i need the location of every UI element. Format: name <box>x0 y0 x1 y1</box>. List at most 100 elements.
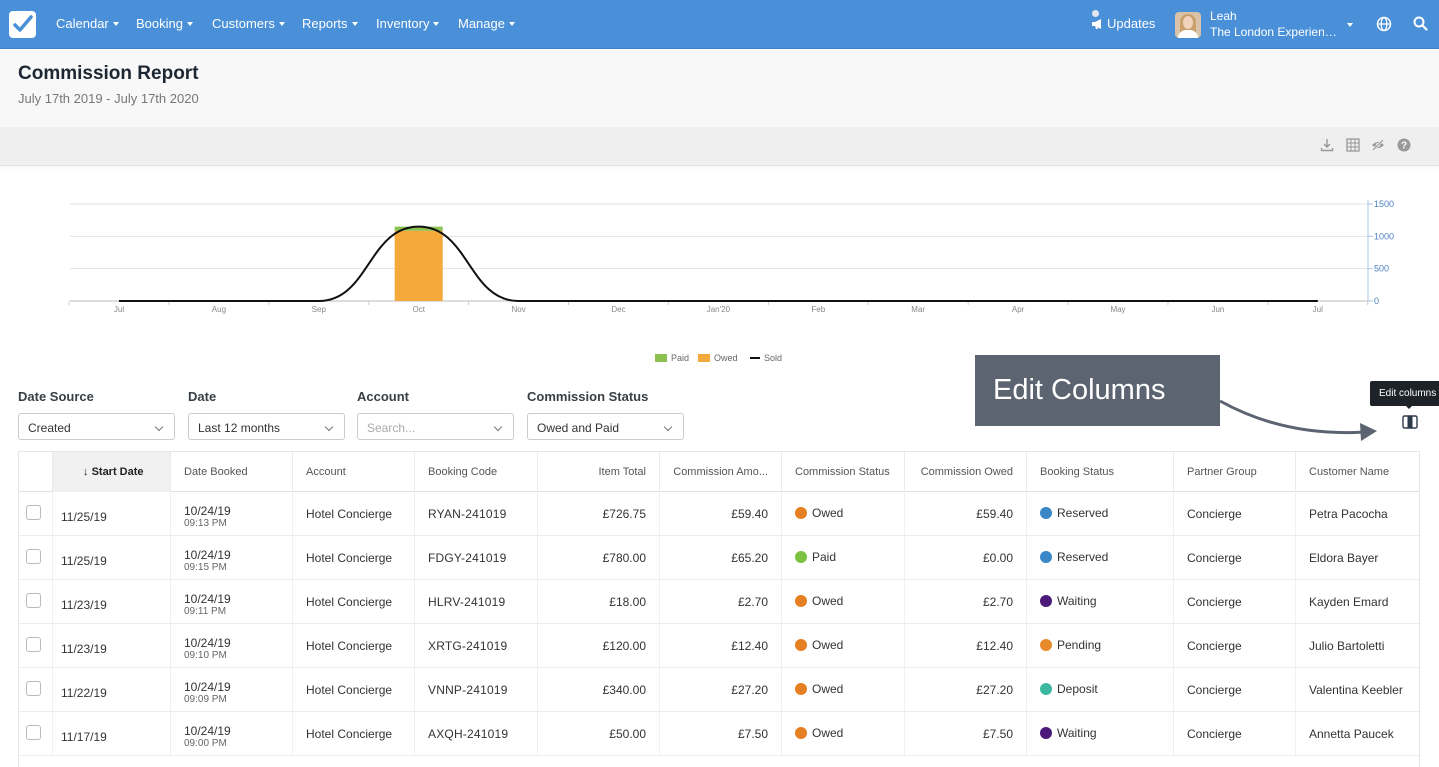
table-row[interactable]: 11/23/19 10/24/19 09:10 PM Hotel Concierge X… <box>19 624 1419 668</box>
column-label: Partner Group <box>1187 466 1257 478</box>
account-label: Account <box>357 389 409 404</box>
nav-booking[interactable]: Booking <box>136 16 193 31</box>
column-label: Item Total <box>598 466 647 478</box>
column-header-booking-code[interactable]: Booking Code <box>415 452 538 492</box>
table-row[interactable]: 11/25/19 10/24/19 09:13 PM Hotel Concierge R… <box>19 492 1419 536</box>
cell-account: Hotel Concierge <box>293 712 415 755</box>
status-text: Owed <box>812 682 844 696</box>
status-text: Paid <box>812 550 837 564</box>
table-icon[interactable] <box>1346 138 1360 152</box>
svg-text:?: ? <box>1401 141 1407 152</box>
row-checkbox[interactable] <box>26 593 41 608</box>
y-tick-label: 500 <box>1374 264 1389 274</box>
column-header-account[interactable]: Account <box>293 452 415 492</box>
row-checkbox[interactable] <box>26 637 41 652</box>
x-tick-label-feb: Feb <box>811 305 825 314</box>
page-title: Commission Report <box>18 63 199 84</box>
cell-account: Hotel Concierge <box>293 580 415 623</box>
x-tick-label-may: May <box>1110 305 1125 314</box>
row-checkbox[interactable] <box>26 549 41 564</box>
status-dot <box>1040 506 1052 519</box>
column-header-partner-group[interactable]: Partner Group <box>1174 452 1296 492</box>
row-checkbox[interactable] <box>26 725 41 740</box>
status-dot <box>795 506 807 519</box>
nav-manage[interactable]: Manage <box>458 16 515 31</box>
column-header-commission-owed[interactable]: Commission Owed <box>905 452 1027 492</box>
status-text: Owed <box>812 638 844 652</box>
row-select-cell <box>19 536 53 579</box>
booked-date: 10/24/19 <box>184 548 231 562</box>
table-row[interactable]: 11/23/19 10/24/19 09:11 PM Hotel Concierge H… <box>19 580 1419 624</box>
column-header-commission-amount[interactable]: Commission Amo... <box>660 452 782 492</box>
chevron-down-icon[interactable] <box>1347 23 1353 27</box>
cell-partner-group: Concierge <box>1174 624 1296 667</box>
updates-button[interactable]: Updates <box>1091 10 1155 31</box>
user-name[interactable]: Leah <box>1210 9 1237 23</box>
chevron-down-icon <box>433 21 440 26</box>
cell-commission-owed: £7.50 <box>905 712 1027 755</box>
chevron-down-icon <box>663 422 673 432</box>
column-header-start-date[interactable]: ↓ Start Date <box>53 452 171 492</box>
hide-icon[interactable] <box>1371 138 1385 152</box>
status-dot <box>795 726 807 739</box>
cell-booking-status: Waiting <box>1027 712 1174 755</box>
cell-commission-amount: £65.20 <box>660 536 782 579</box>
edit-columns-icon[interactable] <box>1402 415 1418 429</box>
date-source-label: Date Source <box>18 389 94 404</box>
account-search-select[interactable]: Search... <box>357 413 514 440</box>
cell-item-total: £780.00 <box>538 536 660 579</box>
table-header: ↓ Start Date Date Booked Account Booking Co… <box>19 452 1419 492</box>
legend-item-paid[interactable]: Paid <box>655 353 689 363</box>
status-text: Owed <box>812 726 844 740</box>
cell-account: Hotel Concierge <box>293 624 415 667</box>
column-label: Commission Amo... <box>673 466 768 478</box>
nav-inventory[interactable]: Inventory <box>376 16 440 31</box>
table-row[interactable]: 11/17/19 10/24/19 09:00 PM Hotel Concierge A… <box>19 712 1419 756</box>
row-checkbox[interactable] <box>26 505 41 520</box>
cell-commission-amount: £2.70 <box>660 580 782 623</box>
cell-booking-status: Deposit <box>1027 668 1174 711</box>
download-icon[interactable] <box>1320 138 1334 152</box>
column-label: Date Booked <box>184 466 248 478</box>
x-tick-label-sep: Sep <box>312 305 327 314</box>
column-header-customer-name[interactable]: Customer Name <box>1296 452 1419 492</box>
booked-time: 09:13 PM <box>184 518 227 529</box>
search-icon[interactable] <box>1413 16 1428 31</box>
chevron-down-icon <box>351 21 358 26</box>
legend-line <box>750 356 760 359</box>
column-label: Booking Status <box>1040 466 1114 478</box>
callout-arrow <box>1219 399 1377 441</box>
nav-reports[interactable]: Reports <box>302 16 358 31</box>
user-org[interactable]: The London Experience... <box>1210 25 1342 39</box>
column-header-date-booked[interactable]: Date Booked <box>171 452 293 492</box>
y-tick-label: 1000 <box>1374 231 1394 241</box>
date-source-select[interactable]: Created <box>18 413 175 440</box>
cell-booking-status: Waiting <box>1027 580 1174 623</box>
column-header-booking-status[interactable]: Booking Status <box>1027 452 1174 492</box>
nav-calendar[interactable]: Calendar <box>56 16 119 31</box>
column-header-commission-status[interactable]: Commission Status <box>782 452 905 492</box>
legend-item-sold[interactable]: Sold <box>750 353 782 363</box>
edit-columns-tooltip: Edit columns <box>1370 381 1439 406</box>
table-row[interactable]: 11/22/19 10/24/19 09:09 PM Hotel Concierge V… <box>19 668 1419 712</box>
cell-commission-owed: £0.00 <box>905 536 1027 579</box>
app-logo[interactable] <box>9 11 36 38</box>
legend-item-owed[interactable]: Owed <box>698 353 738 363</box>
globe-icon[interactable] <box>1376 16 1392 32</box>
avatar[interactable] <box>1175 12 1201 38</box>
help-icon[interactable]: ? <box>1397 138 1411 152</box>
status-dot <box>1040 682 1052 695</box>
row-select-cell <box>19 492 53 535</box>
row-select-cell <box>19 712 53 755</box>
table-row[interactable]: 11/25/19 10/24/19 09:15 PM Hotel Concierge F… <box>19 536 1419 580</box>
column-header-item-total[interactable]: Item Total <box>538 452 660 492</box>
x-tick-label-jun: Jun <box>1211 305 1224 314</box>
booked-date: 10/24/19 <box>184 592 231 606</box>
row-checkbox[interactable] <box>26 681 41 696</box>
date-select[interactable]: Last 12 months <box>188 413 345 440</box>
nav-customers[interactable]: Customers <box>212 16 285 31</box>
column-label: Commission Status <box>795 466 890 478</box>
commission-status-select[interactable]: Owed and Paid <box>527 413 684 440</box>
status-text: Owed <box>812 594 844 608</box>
y-tick-label: 0 <box>1374 296 1379 306</box>
